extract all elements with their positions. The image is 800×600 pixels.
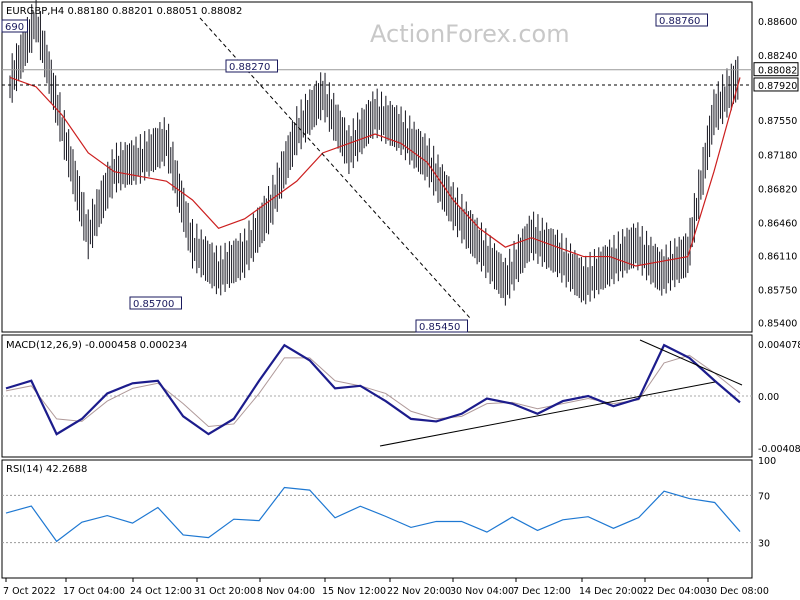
rsi-line [5, 486, 741, 543]
watermark: ActionForex.com [370, 20, 570, 48]
x-tick-label: 24 Oct 12:00 [130, 586, 192, 597]
price-tick-label: 0.87550 [758, 116, 797, 127]
x-tick-label: 31 Oct 20:00 [194, 586, 256, 597]
rsi-layer [2, 486, 752, 544]
price-tick-label: 0.86110 [758, 252, 797, 263]
macd-tick-label: 0.00 [758, 392, 779, 403]
trendline-dashed [199, 17, 471, 319]
x-tick-label: 22 Dec 04:00 [642, 586, 706, 597]
macd-signal-line [5, 354, 741, 428]
macd-trendline-support [379, 381, 716, 447]
annotation-0-85700-box [129, 296, 182, 310]
x-tick-label: 22 Nov 20:00 [387, 586, 451, 597]
price-tick-label: 0.86820 [758, 185, 797, 196]
annotation-0-85450-box [415, 319, 468, 333]
x-tick-label: 14 Dec 20:00 [579, 586, 643, 597]
price-tag-box [753, 77, 799, 92]
annotation-0-88270: 0.88270 [229, 62, 270, 73]
price-tick-label: 0.88240 [758, 51, 797, 62]
rsi-title: RSI(14) 42.2688 [6, 464, 87, 475]
moving-average-line [9, 76, 741, 267]
macd-tick-label: -0.004089 [758, 444, 800, 455]
price-tick-label: 0.86460 [758, 219, 797, 230]
macd-layer [2, 339, 752, 447]
annotation-690: 690 [5, 22, 24, 33]
x-tick-label: 30 Dec 08:00 [705, 586, 769, 597]
rsi-tick-label: 30 [758, 539, 770, 550]
annotation-690-box [1, 19, 28, 33]
price-tag-box [753, 62, 799, 77]
x-tick-label: 17 Oct 04:00 [63, 586, 125, 597]
price-tick-label: 0.87920 [758, 81, 797, 92]
price-tick-label: 0.88600 [758, 17, 797, 28]
rsi-tick-label: 70 [758, 491, 770, 502]
x-tick-label: 7 Dec 12:00 [513, 586, 571, 597]
price-tick-label: 0.85750 [758, 286, 797, 297]
annotation-0-85450: 0.85450 [419, 322, 460, 333]
macd-title: MACD(12,26,9) -0.000458 0.000234 [6, 340, 187, 351]
x-tick-label: 8 Nov 04:00 [257, 586, 315, 597]
price-tick-label: 0.85400 [758, 319, 797, 330]
annotation-0-88760-box [655, 13, 708, 27]
x-tick-label: 30 Nov 04:00 [450, 586, 514, 597]
rsi-tick-label: 100 [758, 456, 776, 467]
macd-line [5, 343, 741, 436]
price-tick-label: 0.87180 [758, 151, 797, 162]
macd-trendline-resistance [639, 339, 743, 386]
macd-tick-label: 0.004078 [758, 340, 800, 351]
axes-layer: 0.88600 0.88240 0.88082 0.87920 0.87550 0.871… [3, 17, 800, 597]
rsi-panel [1, 459, 753, 579]
annotation-0-85700: 0.85700 [133, 299, 174, 310]
x-tick-label: 15 Nov 12:00 [322, 586, 386, 597]
annotation-0-88760: 0.88760 [659, 16, 700, 27]
x-tick-label: 7 Oct 2022 [3, 586, 56, 597]
annotation-0-88270-box [225, 59, 278, 73]
price-layer: 690 0.88270 0.85700 0.85450 0.88760 [1, 0, 752, 333]
price-title: EURGBP,H4 0.88180 0.88201 0.88051 0.8808… [6, 6, 242, 17]
price-tick-label: 0.88082 [758, 66, 797, 77]
